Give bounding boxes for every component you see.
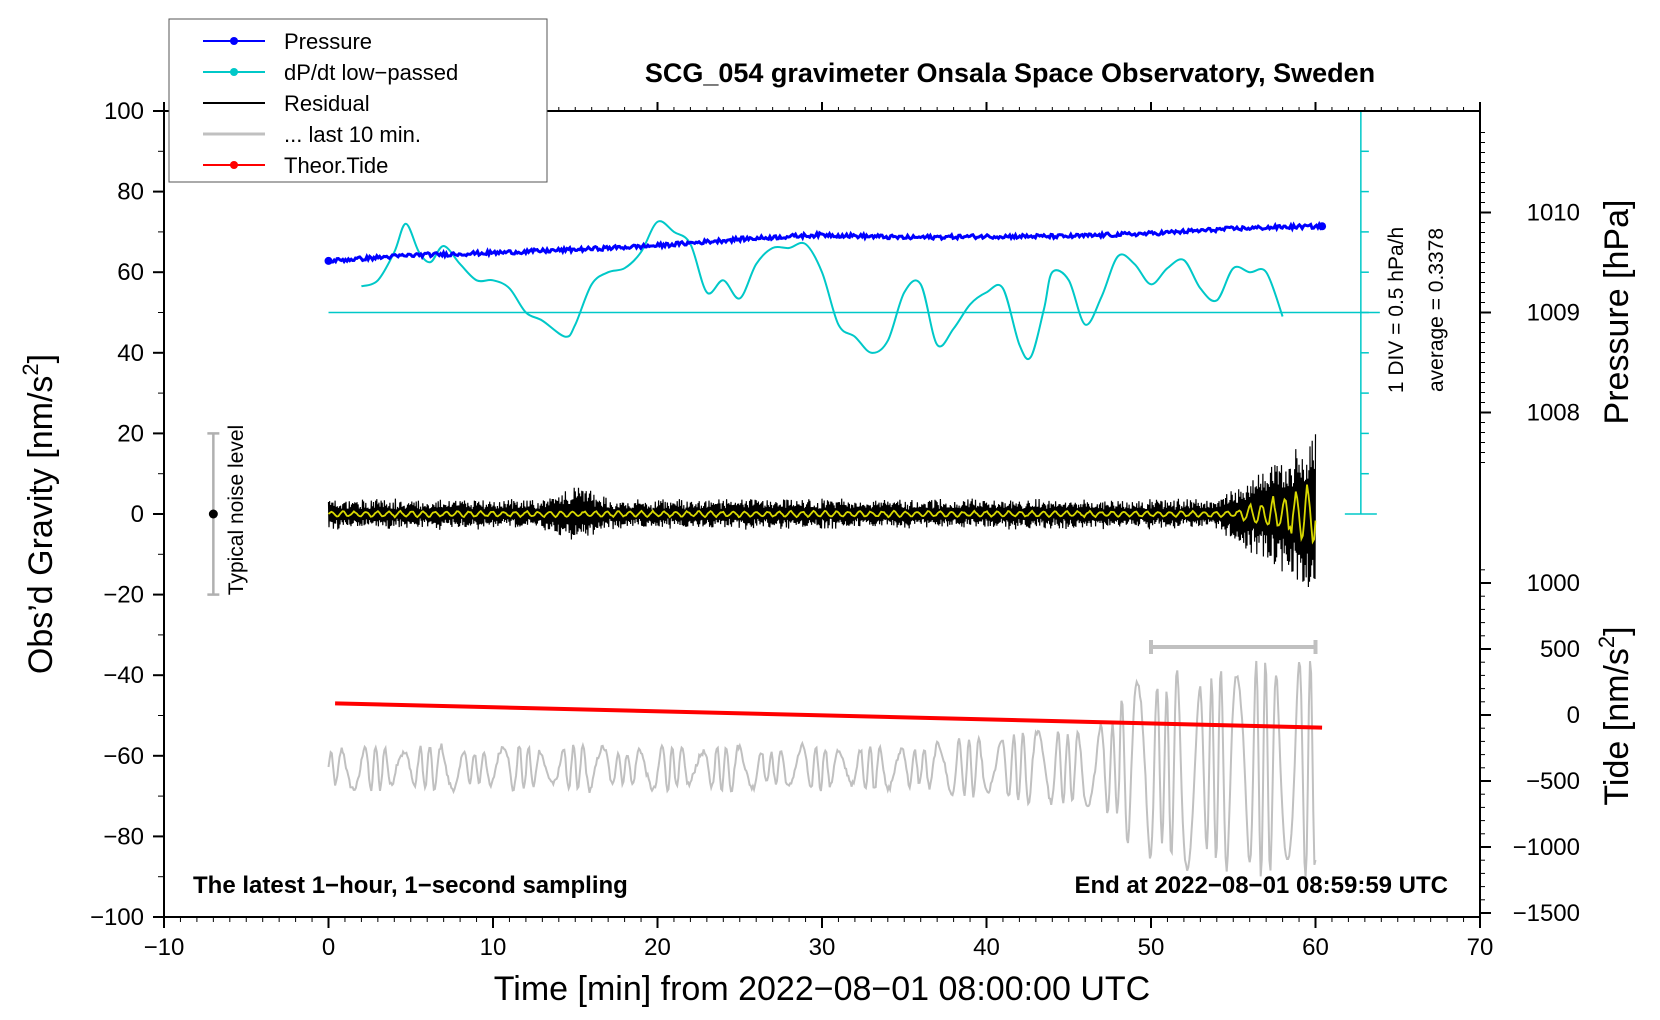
series-layer <box>324 220 1327 878</box>
y-axis-title-left: Obs’d Gravity [nm/s2] <box>18 354 60 674</box>
pressure-tick-label: 1008 <box>1527 400 1580 427</box>
legend-swatch-dot <box>230 161 238 169</box>
x-tick-label: 30 <box>809 934 836 961</box>
y-axis-title-pressure: Pressure [hPa] <box>1598 200 1636 425</box>
x-tick-label: 50 <box>1138 934 1165 961</box>
legend-swatch-dot <box>230 37 238 45</box>
y-axis-title-left-end: ] <box>22 354 60 363</box>
legend-swatch-dot <box>230 68 238 76</box>
dpdt-reference-layer <box>207 110 1380 654</box>
y-axis-title-tide-main: Tide [nm/s <box>1598 648 1636 805</box>
average-label: average = 0.3378 <box>1425 228 1448 392</box>
note-bottom-right: End at 2022−08−01 08:59:59 UTC <box>1074 872 1448 899</box>
noise-label: Typical noise level <box>225 425 248 595</box>
x-tick-label: −10 <box>144 934 185 961</box>
legend-items: Pressure dP/dt low−passed Residual ... last… <box>203 29 458 178</box>
pressure-end-dot <box>1318 222 1327 231</box>
legend-box <box>168 18 548 183</box>
x-tick-label: 20 <box>644 934 671 961</box>
y-left-tick-label: −40 <box>103 662 144 689</box>
div-label: 1 DIV = 0.5 hPa/h <box>1385 227 1408 393</box>
dpdt-series-line <box>361 220 1284 361</box>
tide-tick-label: 1000 <box>1527 570 1580 597</box>
y-left-tick-label: 40 <box>117 340 144 367</box>
y-axis-title-left-main: Obs’d Gravity [nm/s <box>22 376 60 675</box>
legend-label: Pressure <box>284 29 372 54</box>
y-axis-title-tide: Tide [nm/s2] <box>1594 626 1636 805</box>
y-left-tick-label: 20 <box>117 420 144 447</box>
tide-tick-label: 0 <box>1567 702 1580 729</box>
tide-tick-label: 500 <box>1540 636 1580 663</box>
pressure-tick-label: 1009 <box>1527 300 1580 327</box>
x-tick-label: 70 <box>1467 934 1494 961</box>
y-axis-title-left-sup: 2 <box>18 363 43 375</box>
tide-tick-label: −1000 <box>1513 834 1580 861</box>
x-tick-label: 10 <box>480 934 507 961</box>
legend-label: dP/dt low−passed <box>284 60 458 85</box>
note-bottom-left: The latest 1−hour, 1−second sampling <box>193 872 628 899</box>
y-left-tick-label: 60 <box>117 259 144 286</box>
legend-label: Residual <box>284 91 370 116</box>
last10-series-line <box>327 660 1317 878</box>
legend-label: ... last 10 min. <box>284 122 421 147</box>
legend-label: Theor.Tide <box>284 153 388 178</box>
y-axis-title-tide-end: ] <box>1598 626 1636 635</box>
y-axis-title-tide-sup: 2 <box>1594 636 1619 648</box>
x-tick-label: 40 <box>973 934 1000 961</box>
x-tick-label: 0 <box>322 934 335 961</box>
pressure-tick-label: 1010 <box>1527 200 1580 227</box>
y-left-tick-label: −100 <box>90 904 144 931</box>
x-axis-title: Time [min] from 2022−08−01 08:00:00 UTC <box>494 970 1150 1008</box>
tide-tick-label: −1500 <box>1513 900 1580 927</box>
chart-title: SCG_054 gravimeter Onsala Space Observat… <box>645 58 1375 88</box>
x-tick-label: 60 <box>1302 934 1329 961</box>
residual-smoothed-series-line <box>327 484 1317 545</box>
tide-tick-label: −500 <box>1526 768 1580 795</box>
residual-series-line <box>327 434 1317 588</box>
y-left-tick-label: −60 <box>103 743 144 770</box>
tide-series-line <box>335 701 1323 730</box>
y-left-tick-label: −80 <box>103 823 144 850</box>
y-left-tick-label: −20 <box>103 582 144 609</box>
y-left-tick-label: 0 <box>131 501 144 528</box>
y-left-tick-label: 100 <box>104 98 144 125</box>
legend: Pressure dP/dt low−passed Residual ... last… <box>168 18 548 183</box>
noise-bar-center-dot <box>208 509 218 519</box>
axis-ticks: −10 0 10 20 30 40 50 60 70100806040200−20−40−60−… <box>90 98 1580 961</box>
y-left-tick-label: 80 <box>117 179 144 206</box>
pressure-series-line <box>327 220 1324 265</box>
pressure-start-dot <box>324 256 333 265</box>
